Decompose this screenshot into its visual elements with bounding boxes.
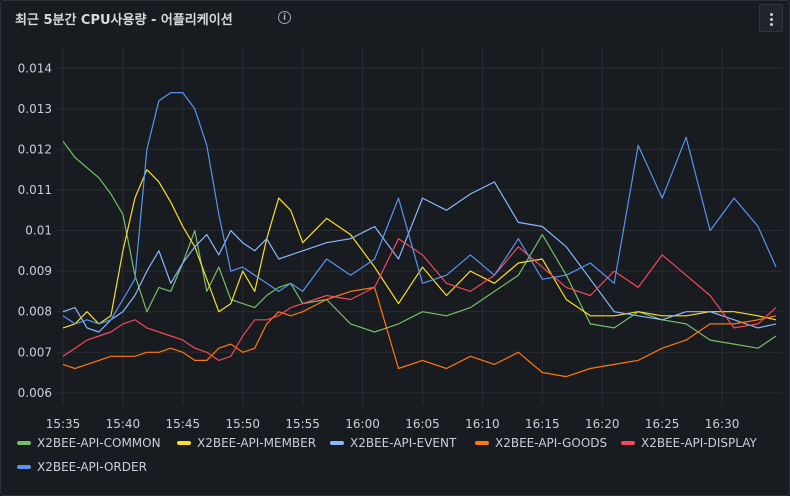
legend-label: X2BEE-API-ORDER [37,460,147,474]
y-tick-label: 0.006 [18,386,52,400]
legend-label: X2BEE-API-DISPLAY [641,436,757,450]
legend-swatch [177,440,191,445]
x-tick-label: 16:00 [345,417,380,430]
info-icon[interactable]: i [278,11,291,24]
legend-label: X2BEE-API-EVENT [350,436,457,450]
series-line-x2bee-api-goods [62,286,777,378]
legend-swatch [621,440,635,445]
legend-swatch [330,440,344,445]
y-tick-label: 0.011 [18,183,52,197]
y-tick-label: 0.014 [18,61,52,75]
series-line-x2bee-api-display [62,238,777,361]
y-tick-label: 0.007 [18,345,52,359]
legend-swatch [17,440,31,445]
vertical-dots-icon [770,23,773,26]
legend-label: X2BEE-API-GOODS [495,436,608,450]
x-tick-label: 16:10 [465,417,500,430]
legend-swatch [475,440,489,445]
x-tick-label: 15:55 [285,417,320,430]
x-tick-label: 15:40 [106,417,141,430]
x-tick-label: 16:25 [645,417,680,430]
x-tick-label: 16:20 [585,417,620,430]
y-tick-label: 0.013 [18,102,52,116]
vertical-dots-icon [770,13,773,16]
x-tick-label: 15:50 [225,417,260,430]
y-tick-label: 0.012 [18,142,52,156]
legend-item-x2bee-api-common[interactable]: X2BEE-API-COMMON [17,436,161,452]
line-chart[interactable]: 0.006 0.007 0.008 0.009 0.01 0.011 0.012 0.013 0… [0,0,790,430]
panel-title: 최근 5분간 CPU사용량 - 어플리케이션 [15,13,233,28]
legend-item-x2bee-api-member[interactable]: X2BEE-API-MEMBER [177,436,316,452]
legend-label: X2BEE-API-MEMBER [197,436,317,450]
x-tick-label: 15:45 [166,417,201,430]
x-tick-label: 16:30 [705,417,740,430]
y-tick-label: 0.01 [25,224,52,238]
series-line-x2bee-api-member [62,169,777,329]
series-line-x2bee-api-order [62,92,777,325]
x-tick-label: 16:05 [405,417,440,430]
y-tick-label: 0.009 [18,264,52,278]
panel-menu-button[interactable] [759,4,783,32]
series-line-x2bee-api-event [62,181,777,333]
series-line-x2bee-api-common [62,140,777,349]
legend-label: X2BEE-API-COMMON [37,436,161,450]
y-tick-label: 0.008 [18,305,52,319]
legend-item-x2bee-api-order[interactable]: X2BEE-API-ORDER [17,460,147,476]
legend-item-x2bee-api-goods[interactable]: X2BEE-API-GOODS [475,436,607,452]
legend-item-x2bee-api-event[interactable]: X2BEE-API-EVENT [330,436,456,452]
legend-item-x2bee-api-display[interactable]: X2BEE-API-DISPLAY [621,436,757,452]
legend-swatch [17,464,31,469]
x-tick-label: 15:35 [46,417,81,430]
x-tick-label: 16:15 [525,417,560,430]
vertical-dots-icon [770,18,773,21]
